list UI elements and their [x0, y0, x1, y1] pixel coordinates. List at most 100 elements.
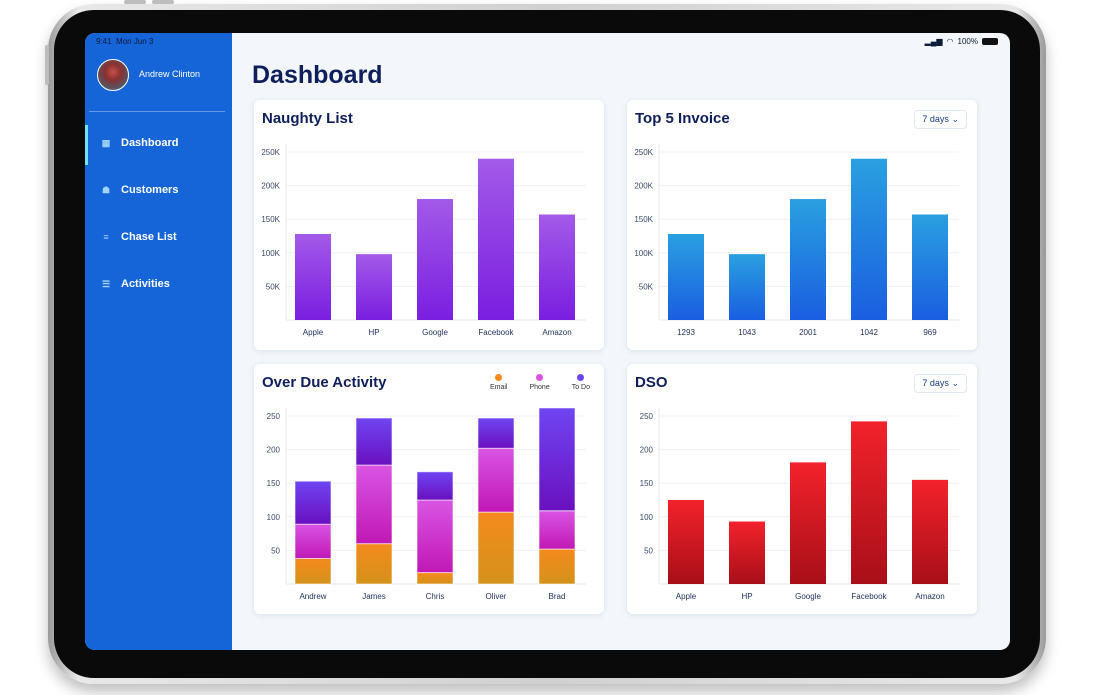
bar[interactable]: [912, 214, 948, 320]
divider: [89, 111, 225, 112]
bar[interactable]: [790, 199, 826, 320]
card-title: Over Due Activity: [262, 374, 387, 391]
y-tick-label: 50: [644, 546, 653, 555]
bar[interactable]: [539, 214, 575, 320]
chart: 50K 100K 150K 200K 250K Apple HP Google Facebook…: [261, 144, 586, 337]
bar-email[interactable]: [294, 557, 332, 585]
chevron-down-icon: ⌄: [951, 114, 959, 124]
x-tick-label: 2001: [799, 328, 817, 337]
avatar[interactable]: [97, 59, 129, 91]
bar[interactable]: [478, 158, 514, 320]
naughty-list-card: 50K 100K 150K 200K 250K Apple HP Google Facebook…: [254, 100, 604, 350]
bar-todo[interactable]: [355, 417, 393, 466]
sidebar-item-customers[interactable]: ☗ Customers: [85, 172, 232, 208]
device-button: [152, 0, 174, 4]
list-icon: ≡: [103, 232, 109, 242]
sidebar-item-label: Activities: [121, 278, 170, 290]
battery-level: 100%: [957, 37, 978, 46]
bar[interactable]: [790, 462, 826, 584]
y-tick-label: 200: [267, 446, 281, 455]
date: Mon Jun 3: [116, 37, 154, 46]
legend-todo: To Do: [572, 374, 590, 391]
bar[interactable]: [851, 421, 887, 584]
people-icon: ☗: [101, 184, 111, 195]
chart: 50 100 150 200 250 Andrew James Chris Oliver Brad: [267, 407, 586, 601]
sidebar-item-dashboard[interactable]: ▦ Dashboard: [85, 125, 232, 165]
sidebar-item-activities[interactable]: ☰ Activities: [85, 266, 232, 302]
x-tick-label: Google: [422, 328, 448, 337]
x-tick-label: Oliver: [486, 592, 507, 601]
y-tick-label: 150K: [634, 215, 653, 224]
card-title: Top 5 Invoice: [635, 110, 730, 127]
bar-phone[interactable]: [477, 447, 515, 513]
x-tick-label: 1042: [860, 328, 878, 337]
y-tick-label: 100K: [634, 249, 653, 258]
x-tick-label: Facebook: [851, 592, 887, 601]
period-dropdown[interactable]: 7 days ⌄: [914, 110, 967, 129]
bar-phone[interactable]: [355, 464, 393, 545]
legend-dot: [577, 374, 585, 381]
y-tick-label: 100: [640, 513, 654, 522]
y-tick-label: 200: [640, 446, 654, 455]
bar[interactable]: [668, 233, 704, 320]
y-tick-label: 250: [267, 412, 281, 421]
y-tick-label: 250: [640, 412, 654, 421]
status-bar-right: ▂▄▆ ◠ 100%: [925, 37, 998, 46]
y-tick-label: 150: [267, 479, 281, 488]
bar[interactable]: [417, 199, 453, 320]
bar-phone[interactable]: [538, 510, 576, 550]
bar-email[interactable]: [477, 511, 515, 585]
chart: 50K 100K 150K 200K 250K 1293 1043 2001 1042 969: [634, 144, 959, 337]
bar-email[interactable]: [416, 572, 454, 585]
x-tick-label: HP: [368, 328, 379, 337]
top-invoice-card: 50K 100K 150K 200K 250K 1293 1043 2001 1042 969 To…: [627, 100, 977, 350]
x-tick-label: Brad: [549, 592, 566, 601]
sidebar-item-label: Dashboard: [121, 137, 179, 149]
bar-todo[interactable]: [477, 417, 515, 449]
y-tick-label: 100: [267, 513, 281, 522]
bar-phone[interactable]: [294, 523, 332, 559]
user-name: Andrew Clinton: [139, 69, 201, 79]
x-tick-label: Apple: [303, 328, 324, 337]
bar[interactable]: [356, 254, 392, 320]
y-tick-label: 50K: [266, 282, 281, 291]
y-tick-label: 250K: [261, 148, 280, 157]
card-title: Naughty List: [262, 110, 353, 127]
bar[interactable]: [729, 521, 765, 584]
period-dropdown[interactable]: 7 days ⌄: [914, 374, 967, 393]
bar-todo[interactable]: [416, 471, 454, 501]
bar[interactable]: [729, 254, 765, 320]
bar-email[interactable]: [355, 543, 393, 585]
x-tick-label: Amazon: [915, 592, 944, 601]
card-title: DSO: [635, 374, 668, 391]
legend-label: To Do: [571, 384, 590, 391]
bar-phone[interactable]: [416, 499, 454, 574]
x-tick-label: Apple: [676, 592, 697, 601]
sidebar-item-chase-list[interactable]: ≡ Chase List: [85, 219, 232, 255]
x-tick-label: 969: [923, 328, 937, 337]
bar[interactable]: [912, 479, 948, 584]
activity-list-icon: ☰: [101, 278, 111, 289]
bar-todo[interactable]: [538, 407, 576, 512]
y-tick-label: 150: [640, 479, 654, 488]
screen: 9:41 Mon Jun 3 Andrew Clinton ▦ Dashboard…: [85, 33, 1010, 650]
bar-todo[interactable]: [294, 480, 332, 525]
time: 9:41: [96, 37, 112, 46]
x-tick-label: Andrew: [299, 592, 326, 601]
dropdown-value: 7 days: [922, 378, 949, 388]
bar[interactable]: [295, 233, 331, 320]
sidebar-item-label: Customers: [121, 184, 179, 196]
device-button: [45, 45, 49, 85]
status-time: 9:41 Mon Jun 3: [96, 37, 153, 46]
bar[interactable]: [668, 500, 704, 584]
bar-email[interactable]: [538, 548, 576, 585]
chevron-down-icon: ⌄: [951, 378, 959, 388]
x-tick-label: HP: [741, 592, 752, 601]
x-tick-label: 1293: [677, 328, 695, 337]
sidebar-item-label: Chase List: [121, 231, 177, 243]
bar[interactable]: [851, 158, 887, 320]
page-title: Dashboard: [252, 61, 383, 89]
x-tick-label: Chris: [426, 592, 445, 601]
x-tick-label: Amazon: [542, 328, 571, 337]
device-button: [124, 0, 146, 4]
